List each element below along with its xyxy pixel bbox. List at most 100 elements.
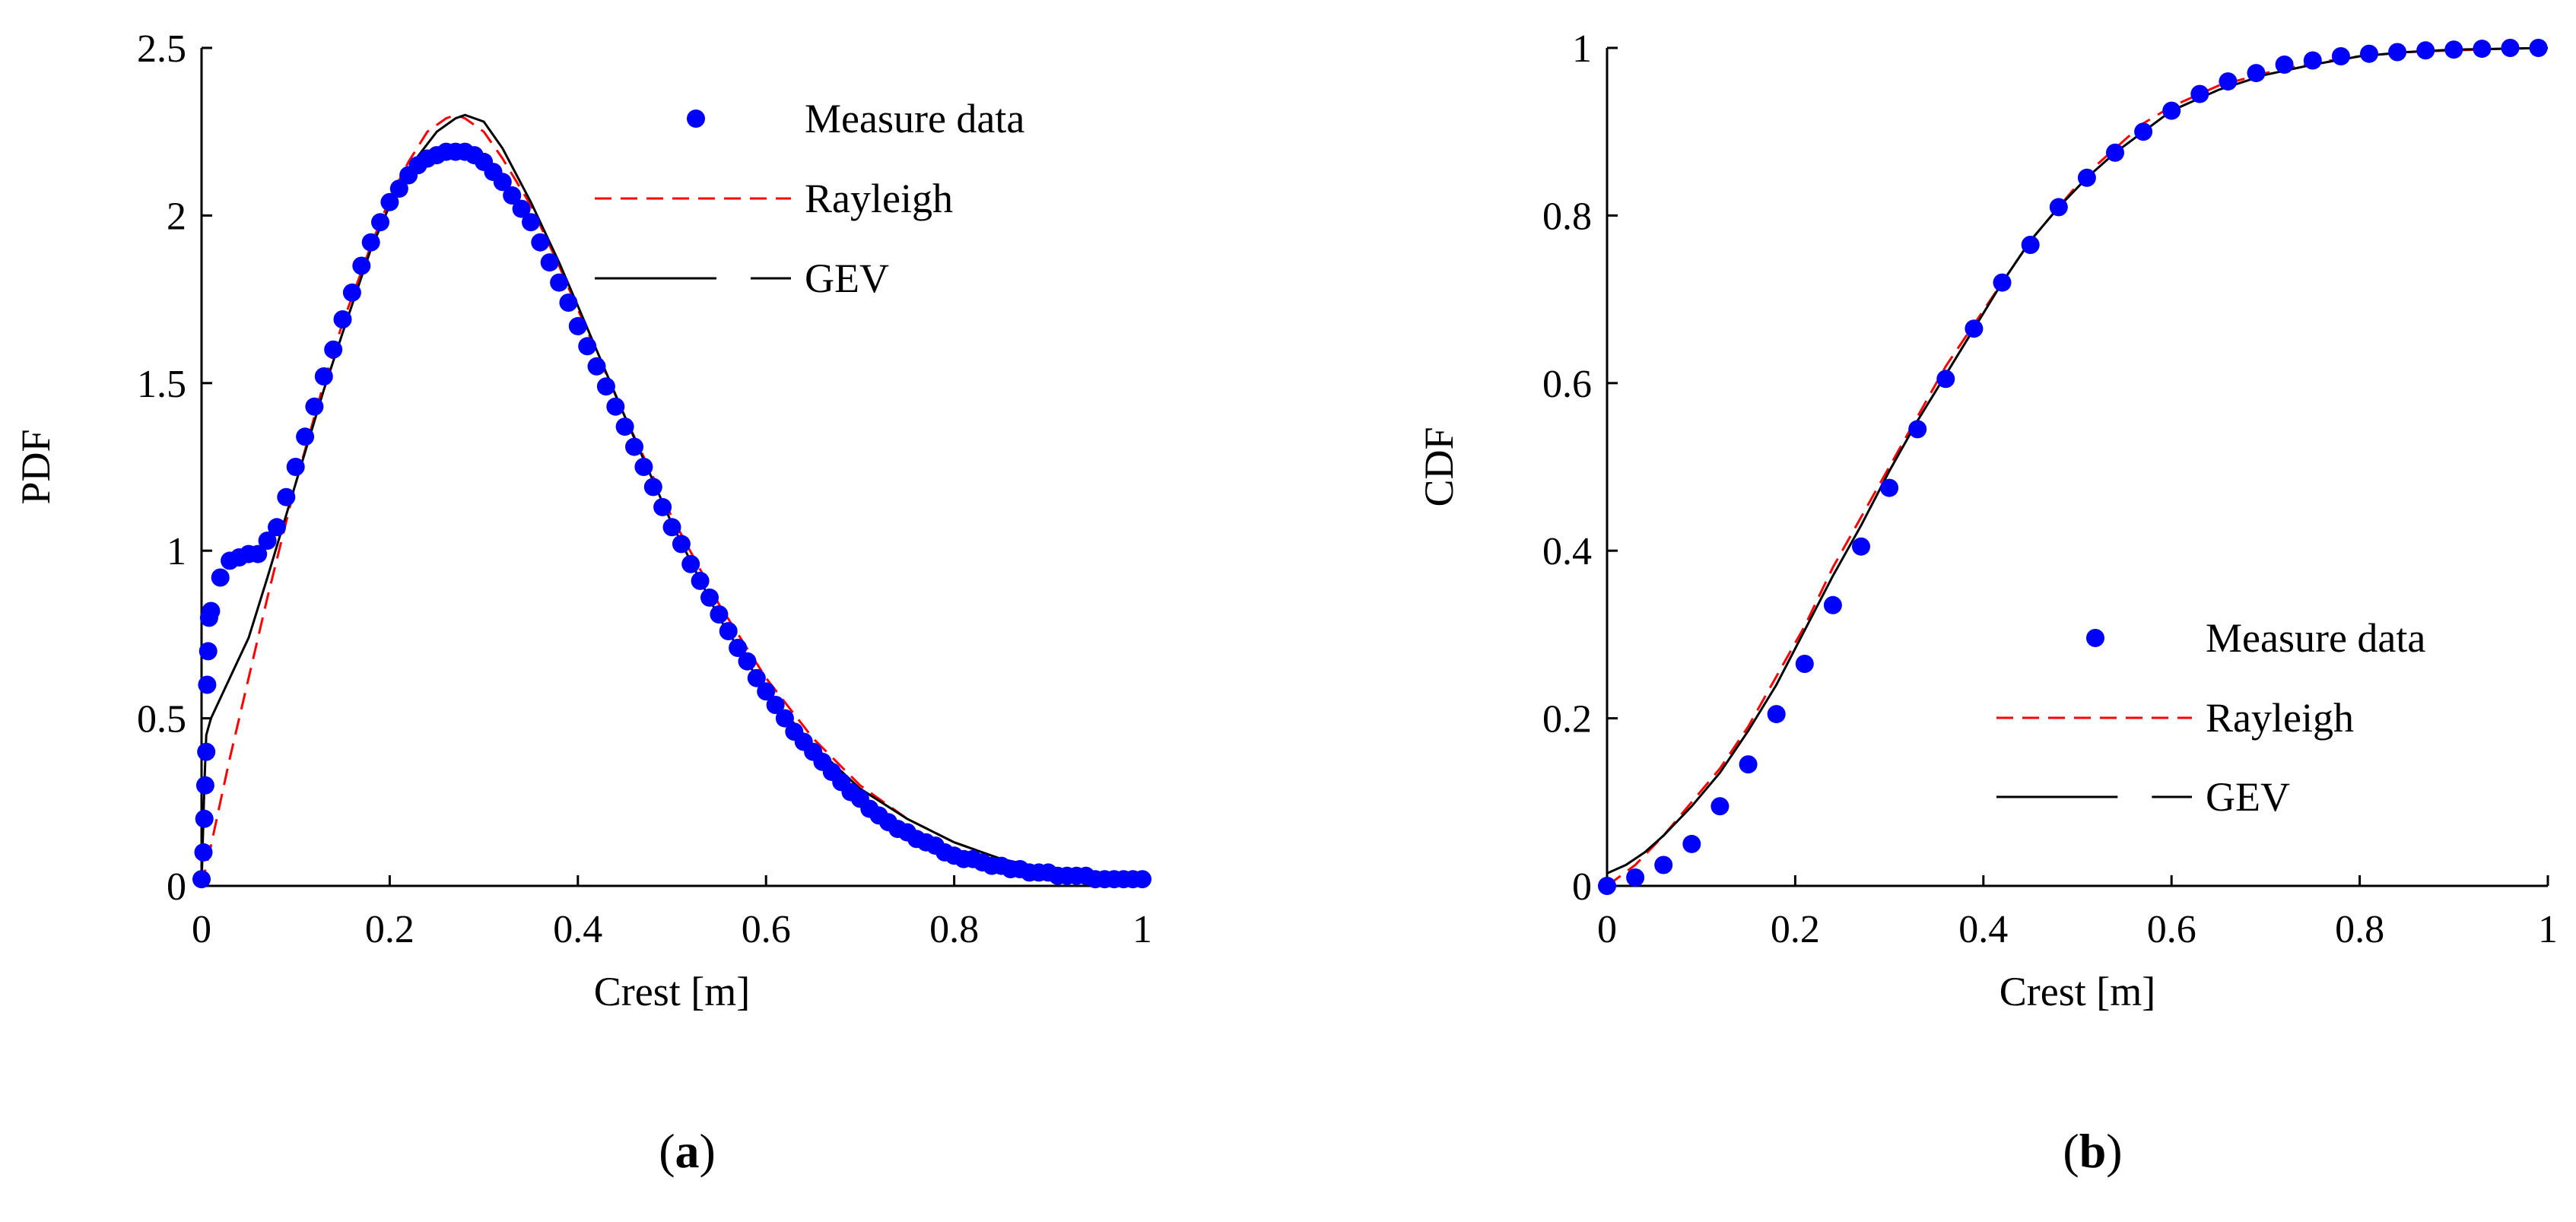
- data-point: [1852, 537, 1870, 556]
- x-axis-title: Crest [m]: [594, 969, 750, 1014]
- data-point: [2049, 198, 2068, 217]
- y-tick-label: 2.5: [137, 27, 186, 71]
- y-tick-label: 0: [167, 865, 186, 909]
- data-point: [2106, 143, 2124, 162]
- data-point: [700, 588, 719, 607]
- data-point: [2303, 51, 2322, 70]
- data-point: [653, 497, 672, 516]
- data-point: [710, 605, 729, 624]
- chart-b: 0 0.2 0.4 0.6 0.8 1 0 0.2 0.4 0.6 0.8 1 Crest [m] CDF…: [1416, 27, 2558, 1178]
- data-point: [662, 518, 681, 537]
- x-tick-label: 0.6: [2147, 908, 2196, 951]
- panel-label: (b): [2063, 1124, 2122, 1178]
- data-point: [352, 256, 371, 275]
- data-point: [342, 283, 361, 302]
- data-point: [2473, 40, 2492, 59]
- x-tick-label: 0.4: [553, 908, 602, 951]
- x-tick-label: 0.2: [1771, 908, 1820, 951]
- data-point: [1598, 877, 1616, 895]
- series-line-gev: [200, 113, 1143, 887]
- x-tick-label: 1: [1132, 908, 1152, 951]
- y-tick-label: 1: [1572, 27, 1592, 71]
- y-axis-title: CDF: [1416, 427, 1462, 506]
- data-point: [757, 682, 776, 701]
- data-point: [625, 437, 643, 456]
- data-point: [729, 639, 748, 657]
- data-point: [596, 377, 615, 396]
- data-point: [503, 186, 522, 205]
- x-tick-label: 0.4: [1958, 908, 2008, 951]
- data-point: [2501, 39, 2520, 57]
- data-point: [361, 233, 380, 252]
- data-point: [2077, 168, 2096, 187]
- x-tick-label: 0.6: [742, 908, 791, 951]
- x-axis-title: Crest [m]: [1999, 969, 2155, 1014]
- data-point: [2275, 56, 2294, 74]
- data-point: [643, 478, 662, 497]
- data-point: [568, 316, 587, 335]
- data-point: [1936, 370, 1955, 389]
- data-point: [324, 340, 343, 359]
- series-line-rayleigh: [200, 113, 1143, 887]
- data-point: [249, 544, 268, 563]
- x-tick-label: 0: [192, 908, 211, 951]
- data-point: [333, 310, 352, 329]
- data-point: [2134, 122, 2153, 141]
- data-point: [194, 843, 213, 862]
- data-point: [198, 675, 217, 694]
- data-point: [1682, 834, 1701, 853]
- data-point: [493, 173, 512, 192]
- data-point: [195, 809, 214, 828]
- y-tick-label: 1: [167, 530, 186, 573]
- legend-label: Measure data: [805, 96, 1024, 141]
- data-point: [615, 417, 634, 436]
- x-tick-label: 1: [2538, 908, 2558, 951]
- data-point: [512, 199, 531, 218]
- data-point: [192, 870, 211, 889]
- data-point: [522, 213, 540, 232]
- data-point: [389, 179, 408, 198]
- y-tick-label: 0.5: [137, 698, 186, 741]
- data-point: [766, 696, 785, 714]
- data-point: [2360, 44, 2378, 63]
- data-point: [1133, 870, 1151, 889]
- data-point: [1993, 273, 2012, 292]
- x-tick-label: 0.2: [365, 908, 415, 951]
- data-point: [719, 622, 738, 640]
- data-point: [747, 668, 766, 687]
- data-point: [531, 233, 550, 252]
- data-point: [1739, 755, 1758, 774]
- legend: Measure data Rayleigh GEV: [1996, 615, 2425, 820]
- data-point: [380, 192, 399, 211]
- data-point: [2529, 39, 2548, 57]
- data-point: [2388, 43, 2407, 62]
- legend-label: GEV: [805, 256, 889, 301]
- y-axis-title: PDF: [13, 429, 59, 504]
- legend-label: Rayleigh: [805, 176, 953, 221]
- data-point: [202, 601, 221, 621]
- data-point: [1880, 478, 1899, 497]
- data-point: [305, 397, 324, 416]
- data-point: [197, 742, 216, 761]
- data-point: [1965, 319, 1984, 338]
- series-line-gev: [1606, 46, 2549, 874]
- panel-label: (a): [659, 1124, 716, 1178]
- data-point: [277, 487, 296, 506]
- data-point: [691, 571, 710, 590]
- y-tick-label: 0.6: [1542, 363, 1592, 406]
- x-tick-label: 0.8: [2335, 908, 2384, 951]
- data-point: [1823, 595, 1842, 614]
- legend-label: Rayleigh: [2206, 695, 2354, 741]
- data-point: [1626, 868, 1645, 887]
- y-tick-label: 0.4: [1542, 530, 1592, 573]
- data-point: [681, 554, 700, 573]
- y-tick-label: 2: [167, 195, 186, 238]
- data-point: [634, 458, 653, 476]
- data-point: [2247, 64, 2266, 83]
- data-point: [195, 776, 214, 795]
- data-point: [1654, 855, 1673, 874]
- data-point: [199, 642, 218, 661]
- data-point: [2162, 101, 2181, 120]
- data-point: [314, 367, 333, 386]
- data-point: [1767, 705, 1786, 724]
